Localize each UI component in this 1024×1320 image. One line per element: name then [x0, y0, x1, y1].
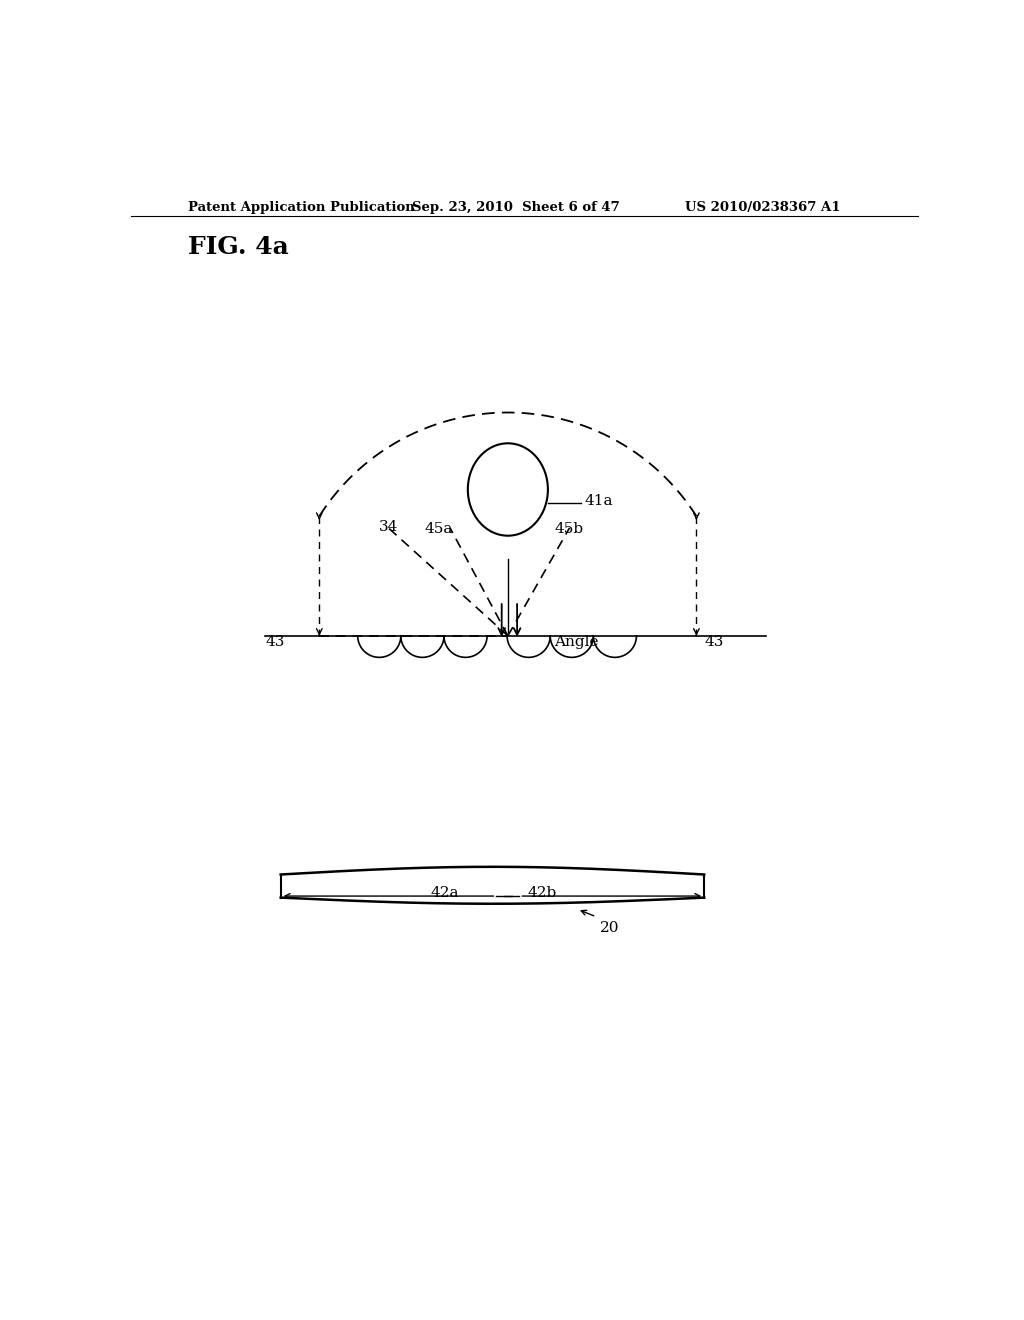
Text: US 2010/0238367 A1: US 2010/0238367 A1	[685, 201, 841, 214]
Text: FIG. 4a: FIG. 4a	[188, 235, 289, 260]
Text: 34: 34	[379, 520, 398, 535]
Text: 43: 43	[265, 635, 285, 649]
Text: Angle: Angle	[554, 635, 599, 649]
Text: Sep. 23, 2010  Sheet 6 of 47: Sep. 23, 2010 Sheet 6 of 47	[412, 201, 620, 214]
Text: Patent Application Publication: Patent Application Publication	[188, 201, 415, 214]
Text: 42a: 42a	[431, 886, 460, 900]
Text: 45a: 45a	[424, 521, 453, 536]
Text: 45b: 45b	[555, 521, 584, 536]
Text: 42b: 42b	[527, 886, 556, 900]
Text: 43: 43	[705, 635, 724, 649]
Text: 20: 20	[600, 921, 620, 935]
Text: 41a: 41a	[585, 494, 613, 508]
